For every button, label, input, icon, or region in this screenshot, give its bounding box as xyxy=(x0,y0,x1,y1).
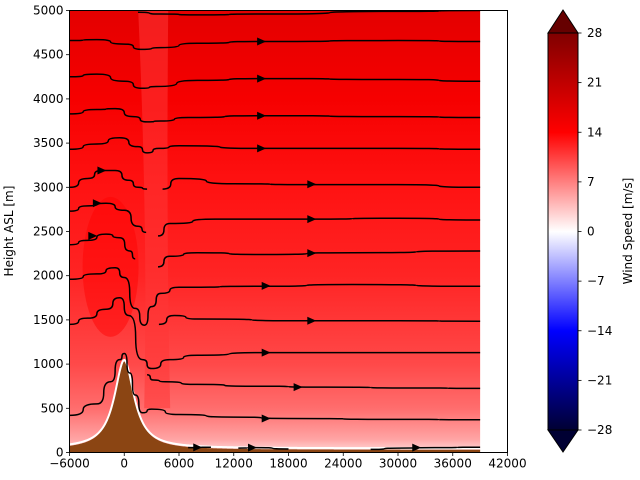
streamline-arrow-18 xyxy=(412,443,422,452)
colorbar-tick-label: 0 xyxy=(587,225,595,239)
streamline-2 xyxy=(147,373,481,390)
streamline-arrow-14 xyxy=(293,383,303,392)
y-tick-label: 3000 xyxy=(33,180,64,194)
x-tick-label: 36000 xyxy=(434,457,472,471)
x-tick-label: 6000 xyxy=(164,457,195,471)
streamline-10 xyxy=(69,169,148,190)
y-tick-label: 4500 xyxy=(33,48,64,62)
streamline-arrow-1 xyxy=(97,166,107,175)
streamline-arrow-9 xyxy=(307,215,317,224)
streamline-11 xyxy=(162,177,481,190)
streamline-1 xyxy=(69,352,481,421)
colorbar-tick-label: −7 xyxy=(587,274,605,288)
colorbar-tick-label: −21 xyxy=(587,373,612,387)
x-tick-label: 18000 xyxy=(269,457,307,471)
colorbar-tick-label: −28 xyxy=(587,423,612,437)
wind-speed-field xyxy=(69,10,481,453)
y-tick-label: 1000 xyxy=(33,357,64,371)
x-tick-label: 12000 xyxy=(215,457,253,471)
colorbar-tick-label: 21 xyxy=(587,76,602,90)
streamline-7 xyxy=(157,250,481,268)
streamline-15 xyxy=(69,38,481,51)
streamline-arrow-17 xyxy=(248,443,257,452)
summit-jet-region xyxy=(82,196,139,337)
plot-area: −6000 0 6000 12000 18000 24000 30000 36000 42000… xyxy=(2,4,527,471)
terrain-profile xyxy=(69,361,481,453)
wind-speed-features xyxy=(82,10,171,409)
y-tick-label: 2000 xyxy=(33,269,64,283)
streamline-arrow-6 xyxy=(257,111,267,120)
streamline-arrow-10 xyxy=(307,249,317,258)
streamline-3 xyxy=(69,297,481,370)
streamline-9 xyxy=(157,217,481,237)
streamline-arrow-5 xyxy=(257,74,267,83)
y-tick-label: 0 xyxy=(56,446,64,460)
y-tick-label: 1500 xyxy=(33,313,64,327)
streamline-8 xyxy=(69,202,147,234)
colorbar-tick-label: −14 xyxy=(587,324,612,338)
y-tick-label: 500 xyxy=(41,401,64,415)
colorbar-tick-label: 14 xyxy=(587,125,602,139)
colorbar-extend-min xyxy=(547,429,579,453)
x-tick-label: 0 xyxy=(120,457,128,471)
streamline-arrow-15 xyxy=(261,414,271,423)
streamline-12 xyxy=(69,137,481,154)
y-axis-label: Height ASL [m] xyxy=(2,186,16,277)
streamline-arrow-7 xyxy=(257,144,267,153)
y-tick-label: 5000 xyxy=(33,4,64,18)
streamline-4 xyxy=(158,314,481,326)
streamline-14 xyxy=(69,73,481,90)
y-tick-label: 4000 xyxy=(33,92,64,106)
streamlines xyxy=(69,10,481,452)
streamline-arrow-11 xyxy=(261,281,271,290)
y-tick-label: 3500 xyxy=(33,136,64,150)
streamline-arrow-12 xyxy=(307,316,317,325)
x-tick-label: 24000 xyxy=(324,457,362,471)
x-tick-label: 30000 xyxy=(379,457,417,471)
streamline-arrow-8 xyxy=(307,180,317,189)
streamline-13 xyxy=(69,107,481,123)
y-axis: 0 500 1000 1500 2000 2500 3000 3500 4000 4500 5000 xyxy=(33,4,70,460)
colorbar-tick-label: 7 xyxy=(587,175,595,189)
x-axis: −6000 0 6000 12000 18000 24000 30000 36000 42000 xyxy=(49,452,527,471)
colorbar-body xyxy=(548,33,578,430)
streamline-arrow-4 xyxy=(257,37,267,46)
colorbar-label: Wind Speed [m/s] xyxy=(621,178,635,285)
streamline-arrow-3 xyxy=(88,231,98,240)
colorbar-ticks: −28 −21 −14 −7 0 7 14 21 28 xyxy=(578,26,612,437)
streamline-5 xyxy=(69,266,481,326)
streamline-16 xyxy=(137,10,481,16)
lee-wake-region xyxy=(138,10,171,409)
streamline-arrow-13 xyxy=(261,348,271,357)
streamline-arrow-2 xyxy=(92,199,102,208)
streamline-6 xyxy=(69,233,136,260)
colorbar-extend-max xyxy=(547,9,579,34)
streamline-arrow-16 xyxy=(193,443,203,452)
colorbar-tick-label: 28 xyxy=(587,26,602,40)
colorbar: −28 −21 −14 −7 0 7 14 21 28 Wind Speed [m/s] xyxy=(547,9,635,453)
y-tick-label: 2500 xyxy=(33,225,64,239)
x-tick-label: −6000 xyxy=(49,457,90,471)
x-tick-label: 42000 xyxy=(488,457,526,471)
